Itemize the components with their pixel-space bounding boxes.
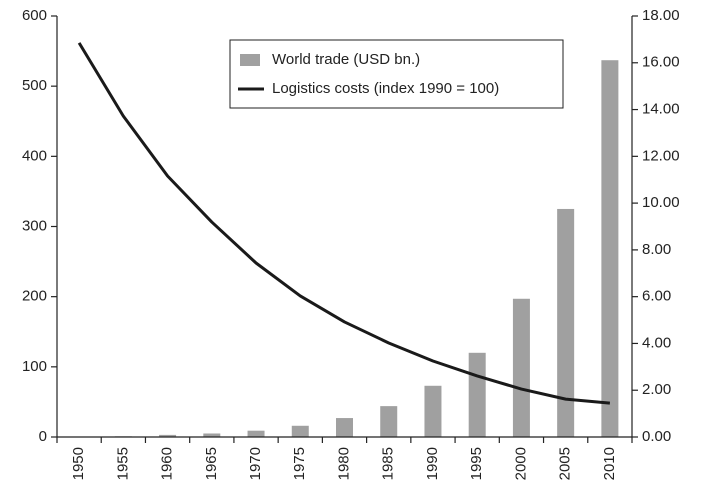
- y-tick-label: 500: [22, 77, 47, 94]
- x-tick-label: 1980: [335, 447, 352, 480]
- y-tick-label: 0: [39, 428, 47, 445]
- y2-tick-label: 18.00: [642, 7, 680, 24]
- legend-box: [229, 39, 564, 109]
- bar: [557, 208, 575, 437]
- y2-tick-label: 10.00: [642, 194, 680, 211]
- x-tick-label: 1990: [424, 447, 441, 480]
- x-tick-label: 1995: [468, 447, 485, 480]
- y2-tick-label: 14.00: [642, 101, 680, 118]
- y2-tick-label: 6.00: [642, 288, 671, 305]
- x-tick-label: 1965: [203, 447, 220, 480]
- y2-tick-label: 16.00: [642, 54, 680, 71]
- bar: [291, 425, 309, 437]
- x-tick-label: 1975: [291, 447, 308, 480]
- x-tick-label: 1955: [114, 447, 131, 480]
- bar: [247, 430, 265, 437]
- legend-swatch: [240, 54, 260, 66]
- bar: [336, 418, 353, 437]
- bar: [380, 406, 398, 437]
- x-tick-label: 2005: [557, 447, 574, 480]
- bar: [424, 385, 442, 437]
- y2-tick-label: 0.00: [642, 428, 671, 445]
- y2-tick-label: 4.00: [642, 334, 671, 351]
- y-tick-label: 200: [22, 288, 47, 305]
- x-tick-label: 1960: [159, 447, 176, 480]
- bar: [512, 298, 530, 437]
- legend-label: World trade (USD bn.): [272, 51, 420, 68]
- y-tick-label: 100: [22, 358, 47, 375]
- bar: [468, 352, 486, 437]
- x-tick-label: 1985: [380, 447, 397, 480]
- y2-tick-label: 12.00: [642, 147, 680, 164]
- y2-tick-label: 2.00: [642, 381, 671, 398]
- bar: [159, 434, 177, 437]
- x-tick-label: 2010: [601, 447, 618, 480]
- y-tick-label: 400: [22, 147, 47, 164]
- y-tick-label: 600: [22, 7, 47, 24]
- x-tick-label: 1950: [70, 447, 87, 480]
- x-tick-label: 1970: [247, 447, 264, 480]
- bar: [601, 60, 619, 438]
- line: [77, 42, 611, 405]
- x-tick-label: 2000: [512, 447, 529, 480]
- y-tick-label: 300: [22, 217, 47, 234]
- bar: [203, 433, 221, 437]
- legend-label: Logistics costs (index 1990 = 100): [272, 80, 499, 97]
- y2-tick-label: 8.00: [642, 241, 671, 258]
